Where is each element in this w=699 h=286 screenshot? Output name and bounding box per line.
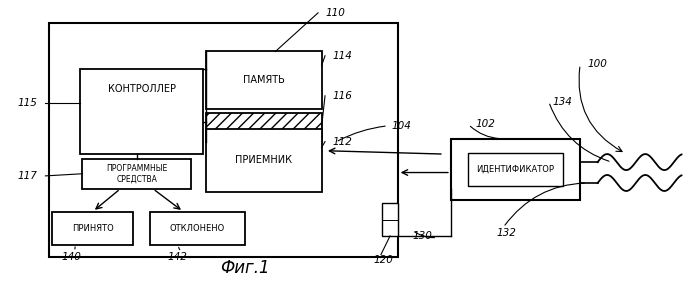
Text: 140: 140 <box>62 253 81 262</box>
Bar <box>82 159 191 189</box>
Text: 117: 117 <box>17 171 37 181</box>
Text: 116: 116 <box>332 91 352 101</box>
Bar <box>451 139 580 200</box>
Text: ПРИЕМНИК: ПРИЕМНИК <box>236 155 292 165</box>
Text: 132: 132 <box>496 228 516 238</box>
Text: 120: 120 <box>374 255 394 265</box>
Text: 102: 102 <box>475 120 495 129</box>
Text: 114: 114 <box>332 51 352 61</box>
Bar <box>382 203 398 236</box>
Text: ПАМЯТЬ: ПАМЯТЬ <box>243 75 284 85</box>
Text: 142: 142 <box>168 253 187 262</box>
Bar <box>206 129 322 192</box>
Text: ПРИНЯТО: ПРИНЯТО <box>72 224 113 233</box>
Text: 134: 134 <box>552 97 572 106</box>
Text: 110: 110 <box>325 8 345 18</box>
Bar <box>52 212 133 245</box>
Text: ОТКЛОНЕНО: ОТКЛОНЕНО <box>170 224 225 233</box>
Bar <box>80 69 203 154</box>
Text: 100: 100 <box>587 59 607 69</box>
Text: ИДЕНТИФИКАТОР: ИДЕНТИФИКАТОР <box>477 165 554 174</box>
Bar <box>206 51 322 109</box>
Bar <box>206 113 322 142</box>
Text: Фиг.1: Фиг.1 <box>220 259 269 277</box>
Text: 115: 115 <box>17 98 37 108</box>
Bar <box>150 212 245 245</box>
Text: 104: 104 <box>391 121 411 131</box>
Text: 112: 112 <box>332 137 352 146</box>
Bar <box>468 153 563 186</box>
Bar <box>49 23 398 257</box>
Text: КОНТРОЛЛЕР: КОНТРОЛЛЕР <box>108 84 175 94</box>
Text: ПРОГРАММНЫЕ
СРЕДСТВА: ПРОГРАММНЫЕ СРЕДСТВА <box>106 164 167 183</box>
Text: 130: 130 <box>412 231 432 241</box>
